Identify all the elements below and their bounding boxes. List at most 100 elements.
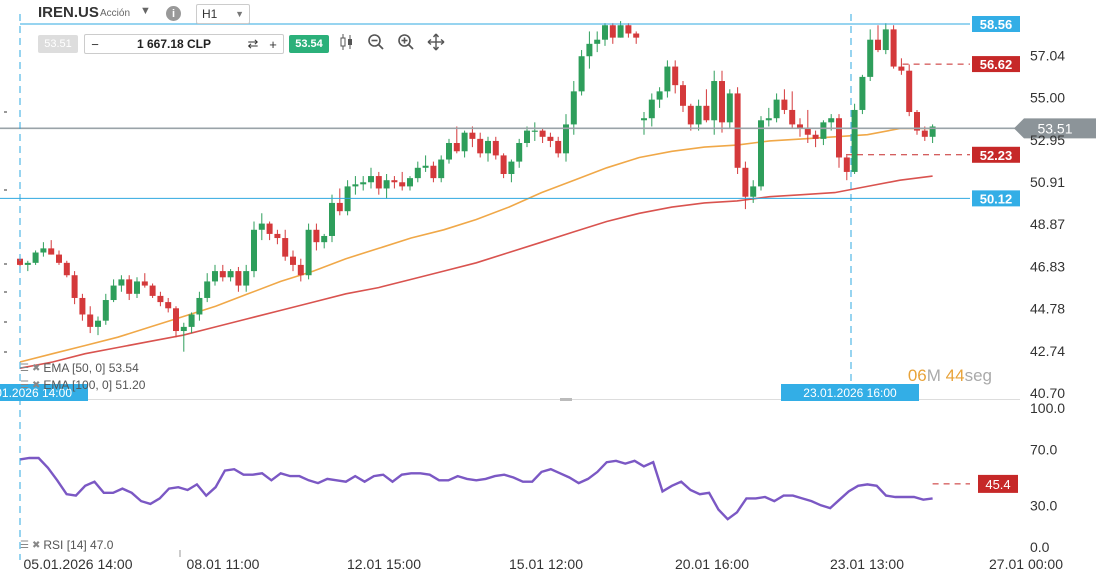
zoom-in-icon[interactable] — [397, 33, 415, 51]
price-tick-label: 46.83 — [1030, 258, 1065, 274]
candle-bearish — [126, 279, 133, 294]
candle-bullish — [102, 300, 109, 321]
candle-bullish — [227, 271, 234, 278]
candle-bullish — [110, 285, 117, 301]
candle-bullish — [251, 229, 257, 272]
candle-bullish — [656, 91, 663, 100]
candle-bullish — [95, 320, 101, 327]
time-tick-label: 05.01.2026 14:00 — [24, 556, 133, 572]
candle-bearish — [48, 248, 55, 255]
level-52-23-tag-bg — [972, 146, 1020, 163]
candle-bullish — [563, 124, 569, 154]
ema100-line — [19, 175, 933, 369]
current-price-tag: 53.51 — [1037, 120, 1072, 136]
ema100-legend[interactable]: ☰ ✖ EMA [100, 0] 51.20 — [20, 378, 145, 392]
candle-bullish — [485, 140, 491, 154]
quantity-field[interactable]: − 1 667.18 CLP ⇄ + — [84, 34, 284, 54]
candle-bearish — [812, 134, 819, 139]
candle-bearish — [336, 202, 343, 212]
candle-bearish — [680, 85, 686, 106]
candle-bullish — [407, 178, 413, 187]
candle-bearish — [906, 70, 913, 113]
candle-bullish — [773, 99, 780, 119]
ask-price[interactable]: 53.54 — [289, 35, 329, 53]
candle-bullish — [321, 235, 328, 243]
rsi-label: RSI [14] 47.0 — [43, 538, 114, 552]
candle-bullish — [196, 297, 203, 315]
ema50-legend[interactable]: ☰ ✖ EMA [50, 0] 53.54 — [20, 361, 139, 375]
candlestick-type-icon[interactable] — [339, 33, 355, 51]
candle-bullish — [180, 326, 187, 332]
price-tick-label: 48.87 — [1030, 216, 1065, 232]
right-marker-tag: 23.01.2026 16:00 — [803, 386, 897, 400]
candle-bullish — [828, 118, 835, 123]
left-marker-tag: 01.2026 14:00 — [0, 386, 72, 400]
candle-bearish — [687, 105, 694, 125]
settings-icon[interactable]: ☰ — [20, 362, 29, 374]
ema100-label: EMA [100, 0] 51.20 — [43, 378, 146, 392]
candle-bullish — [118, 279, 125, 286]
info-icon[interactable]: i — [166, 6, 181, 21]
close-icon[interactable]: ✖ — [31, 379, 41, 391]
zoom-out-icon[interactable] — [367, 33, 385, 51]
candle-bullish — [726, 93, 733, 123]
candle-bearish — [375, 176, 382, 189]
close-icon[interactable]: ✖ — [31, 539, 41, 551]
pan-move-icon[interactable] — [427, 33, 445, 51]
candle-countdown: 06M 44seg — [908, 366, 992, 386]
timer-minutes-unit: M — [926, 366, 941, 385]
candle-bullish — [820, 122, 827, 139]
candle-bullish — [641, 118, 647, 121]
timeframe-select[interactable]: H1 ▼ — [196, 4, 250, 24]
candle-bearish — [609, 25, 616, 38]
rsi-tick-label: 30.0 — [1030, 497, 1057, 513]
candle-bullish — [882, 29, 889, 51]
time-tick-label: 20.01 16:00 — [675, 556, 749, 572]
settings-icon[interactable]: ☰ — [20, 539, 29, 551]
candle-bearish — [141, 281, 148, 286]
candle-bullish — [40, 248, 47, 253]
plus-button[interactable]: + — [269, 36, 277, 52]
candle-bearish — [391, 180, 398, 183]
candle-bullish — [414, 167, 421, 179]
candle-bearish — [719, 81, 725, 123]
candle-bullish — [648, 99, 655, 119]
candle-bullish — [188, 314, 195, 327]
rsi-legend[interactable]: ☰ ✖ RSI [14] 47.0 — [20, 538, 113, 552]
bid-price[interactable]: 53.51 — [38, 35, 78, 53]
candle-bearish — [547, 136, 554, 141]
settings-icon[interactable]: ☰ — [20, 379, 29, 391]
symbol-dropdown-icon[interactable]: ▼ — [140, 5, 151, 17]
candle-bullish — [617, 25, 624, 38]
price-tick-label: 55.00 — [1030, 90, 1065, 106]
candle-bullish — [531, 130, 538, 132]
candle-bearish — [836, 118, 842, 158]
close-icon[interactable]: ✖ — [31, 362, 41, 374]
candle-bullish — [461, 132, 468, 152]
symbol-name[interactable]: IREN.US — [38, 4, 99, 21]
ema50-line — [19, 127, 933, 363]
price-tick-label: 40.70 — [1030, 385, 1065, 401]
candle-bullish — [758, 120, 764, 187]
candle-bearish — [219, 271, 226, 278]
candle-bearish — [274, 233, 281, 239]
candle-bearish — [453, 143, 460, 152]
candle-bearish — [914, 112, 920, 131]
candle-bullish — [32, 252, 39, 263]
candle-bearish — [797, 124, 803, 129]
timeframe-value: H1 — [202, 7, 218, 21]
candle-bullish — [765, 118, 772, 121]
candle-bearish — [56, 254, 62, 263]
minus-button[interactable]: − — [91, 36, 99, 52]
candle-bearish — [17, 258, 23, 265]
price-tick-label: 44.78 — [1030, 301, 1065, 317]
price-tick-label: 50.91 — [1030, 174, 1065, 190]
swap-icon[interactable]: ⇄ — [247, 36, 259, 51]
candle-bearish — [399, 182, 406, 187]
ema50-label: EMA [50, 0] 53.54 — [43, 361, 139, 375]
quantity-value[interactable]: 1 667.18 CLP — [136, 37, 212, 51]
asset-type: Acción — [100, 8, 131, 19]
rsi-value-tag-bg — [978, 474, 1018, 493]
candle-bullish — [578, 56, 585, 92]
